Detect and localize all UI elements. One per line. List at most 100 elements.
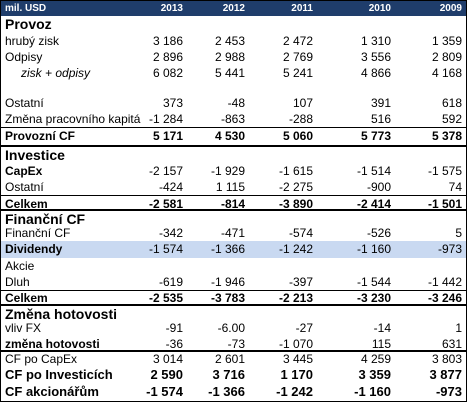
table-row-highlighted: Dividendy -1 574 -1 366 -1 242 -1 160 -9… (1, 241, 466, 258)
row-label: Celkem (5, 291, 48, 305)
year-header: 2012 (222, 3, 245, 14)
year-header: 2013 (160, 3, 183, 14)
cell-value: 1 (455, 321, 462, 335)
cell-value: 1 170 (280, 367, 313, 382)
cell-value: -1 615 (278, 164, 313, 178)
cell-value: 2 590 (150, 367, 183, 382)
table-row: Odpisy 2 896 2 988 2 769 3 556 2 809 (1, 49, 466, 65)
cell-value: -27 (295, 321, 313, 335)
row-label: Akcie (5, 259, 35, 273)
cell-value: 2 809 (431, 50, 462, 64)
cell-value: -973 (437, 242, 462, 256)
row-label: Ostatní (5, 180, 44, 194)
cell-value: -2 157 (148, 164, 183, 178)
unit-label: mil. USD (5, 3, 47, 14)
cell-value: 2 896 (152, 50, 183, 64)
table-row: vliv FX -91 -6.00 -27 -14 1 (1, 320, 466, 336)
cell-value: 373 (162, 96, 183, 110)
row-label: hrubý zisk (5, 34, 60, 48)
cell-value: -1 544 (356, 275, 391, 289)
cell-value: -1 242 (278, 242, 313, 256)
cell-value: 631 (441, 337, 462, 351)
cell-value: 3 445 (282, 352, 313, 366)
cell-value: 5 060 (282, 129, 313, 143)
table-row: CF po CapEx 3 014 2 601 3 445 4 259 3 80… (1, 350, 466, 367)
cell-value: -3 246 (427, 291, 462, 305)
section-title: Investice (5, 147, 65, 163)
cell-value: -1 366 (208, 384, 245, 399)
table-row: Dluh -619 -1 946 -397 -1 544 -1 442 (1, 274, 466, 291)
cell-value: -526 (366, 226, 391, 240)
header-row: mil. USD 2013 2012 2011 2010 2009 (1, 1, 466, 16)
row-label: CapEx (5, 164, 43, 178)
cell-value: -1 514 (356, 164, 391, 178)
table-row: Změna pracovního kapitá -1 284 -863 -288… (1, 111, 466, 128)
cell-value: -397 (288, 275, 313, 289)
table-row: změna hotovosti -36 -73 -1 070 115 631 (1, 336, 466, 352)
cell-value: 2 988 (214, 50, 245, 64)
cell-value: 6 082 (152, 66, 183, 80)
row-label: Finanční CF (5, 226, 71, 240)
cell-value: 3 186 (152, 34, 183, 48)
cell-value: -48 (227, 96, 245, 110)
cell-value: -2 535 (148, 291, 183, 305)
cell-value: 3 359 (358, 367, 391, 382)
cell-value: -1 242 (276, 384, 313, 399)
row-label: Ostatní (5, 96, 44, 110)
row-label: vliv FX (5, 321, 41, 335)
table-row: zisk + odpisy 6 082 5 441 5 241 4 866 4 … (1, 65, 466, 81)
cell-value: 5 441 (214, 66, 245, 80)
cell-value: -73 (227, 337, 245, 351)
cell-value: -863 (220, 112, 245, 126)
cell-value: 107 (292, 96, 313, 110)
cell-value: -1 501 (427, 197, 462, 211)
cell-value: -471 (220, 226, 245, 240)
cell-value: -1 442 (427, 275, 462, 289)
section-heading: Změna hotovosti (1, 304, 466, 322)
row-label: CF akcionářům (5, 384, 99, 399)
cell-value: -36 (165, 337, 183, 351)
cell-value: -342 (158, 226, 183, 240)
section-title: Finanční CF (5, 211, 86, 227)
cell-value: 115 (371, 337, 391, 351)
table-row: Celkem -2 581 -814 -3 890 -2 414 -1 501 (1, 196, 466, 213)
cell-value: -1 574 (146, 384, 183, 399)
cell-value: 592 (441, 112, 462, 126)
cell-value: 1 115 (215, 180, 245, 194)
cell-value: -3 890 (278, 197, 313, 211)
cell-value: 3 803 (431, 352, 462, 366)
cell-value: 1 359 (431, 34, 462, 48)
cell-value: 3 556 (360, 50, 391, 64)
cell-value: -2 414 (356, 197, 391, 211)
table-row: Provozní CF 5 171 4 530 5 060 5 773 5 37… (1, 128, 466, 145)
cell-value: 2 601 (214, 352, 245, 366)
cell-value: 5 378 (431, 129, 462, 143)
table-row: CF po Investicích 2 590 3 716 1 170 3 35… (1, 366, 466, 383)
section-heading: Finanční CF (1, 209, 466, 227)
table-row: hrubý zisk 3 186 2 453 2 472 1 310 1 359 (1, 33, 466, 49)
cell-value: -900 (366, 180, 391, 194)
row-label: Celkem (5, 197, 48, 211)
section-heading: Investice (1, 145, 466, 163)
cell-value: -2 581 (148, 197, 183, 211)
cell-value: 5 241 (282, 66, 313, 80)
cell-value: 3 716 (212, 367, 245, 382)
row-label: Odpisy (5, 50, 43, 64)
section-title: Změna hotovosti (5, 306, 118, 322)
cell-value: -1 160 (354, 384, 391, 399)
cell-value: 5 773 (360, 129, 391, 143)
cell-value: -973 (435, 384, 462, 399)
cell-value: 4 866 (360, 66, 391, 80)
cell-value: 5 171 (152, 129, 183, 143)
row-label: Dluh (5, 275, 30, 289)
table-row: Finanční CF -342 -471 -574 -526 5 (1, 225, 466, 241)
cell-value: -1 366 (210, 242, 245, 256)
row-label: Provozní CF (5, 129, 76, 143)
cell-value: -2 213 (278, 291, 313, 305)
table-row: CapEx -2 157 -1 929 -1 615 -1 514 -1 575 (1, 163, 466, 179)
cell-value: -3 230 (356, 291, 391, 305)
year-header: 2011 (291, 3, 313, 14)
cell-value: 516 (370, 112, 391, 126)
cell-value: -14 (373, 321, 391, 335)
row-label: CF po Investicích (5, 367, 113, 382)
